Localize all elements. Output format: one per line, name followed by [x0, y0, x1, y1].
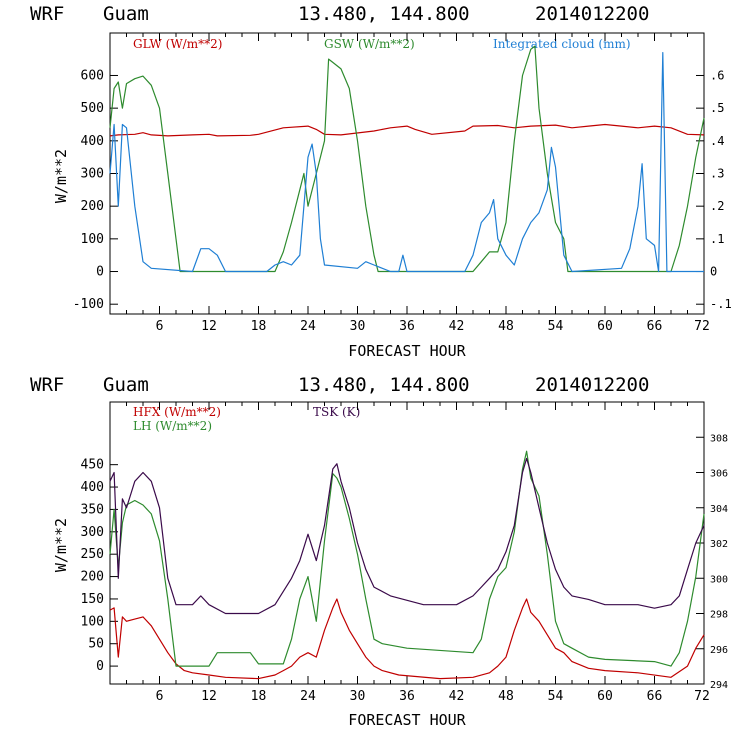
- y-tick-label: 400: [81, 134, 104, 149]
- series-line-lh: [109, 450, 705, 667]
- legend-hfx: HFX (W/m**2): [133, 405, 221, 419]
- y-tick-label: 0: [96, 265, 104, 280]
- x-tick-label: 36: [399, 319, 415, 334]
- x-tick-label: 48: [498, 689, 514, 704]
- y2-tick-label: 0: [710, 265, 717, 279]
- header-init-time: 2014012200: [535, 3, 649, 25]
- header-location: Guam: [103, 374, 149, 396]
- y-tick-label: 500: [81, 101, 104, 116]
- y2-tick-label: 294: [710, 680, 728, 691]
- y-tick-marks: 0 50 100 150 200 250 300 350 400 450 294 296 298 300 3…: [81, 433, 729, 691]
- x-tick-label: 48: [498, 319, 514, 334]
- legend-glw: GLW (W/m**2): [133, 37, 222, 51]
- y2-tick-label: 300: [710, 574, 728, 585]
- header-model: WRF: [30, 3, 64, 25]
- series-line-tsk: [109, 457, 705, 615]
- legend-lh: LH (W/m**2): [133, 419, 212, 433]
- x-tick-label: 36: [399, 689, 415, 704]
- y-tick-label: 300: [81, 525, 104, 540]
- x-tick-label: 24: [300, 689, 316, 704]
- y-tick-label: 300: [81, 167, 104, 182]
- x-tick-label: 72: [694, 689, 710, 704]
- y-tick-label: 200: [81, 570, 104, 585]
- y2-tick-label: .6: [710, 68, 724, 82]
- x-tick-label: 12: [201, 319, 217, 334]
- x-tick-label: 54: [548, 319, 564, 334]
- y2-tick-label: .5: [710, 101, 724, 115]
- y-tick-label: 50: [88, 637, 104, 652]
- y-tick-label: 600: [81, 68, 104, 83]
- header-coords: 13.480, 144.800: [298, 374, 470, 396]
- y-tick-label: 400: [81, 480, 104, 495]
- bottom-panel: WRF Guam 13.480, 144.800 2014012200 W/m*…: [30, 374, 728, 729]
- series-lines: [109, 450, 705, 680]
- y-tick-label: 150: [81, 592, 104, 607]
- y-tick-label: 100: [81, 614, 104, 629]
- x-tick-label: 30: [350, 689, 366, 704]
- y2-tick-label: .4: [710, 134, 724, 148]
- header-model: WRF: [30, 374, 64, 396]
- x-tick-label: 12: [201, 689, 217, 704]
- y2-tick-label: 296: [710, 645, 728, 656]
- x-tick-label: 42: [449, 689, 465, 704]
- x-tick-label: 30: [350, 319, 366, 334]
- y2-tick-label: 306: [710, 469, 728, 480]
- y-axis-label: W/m**2: [52, 518, 70, 572]
- y-tick-label: 450: [81, 458, 104, 473]
- legend-gsw: GSW (W/m**2): [324, 37, 415, 51]
- x-tick-label: 24: [300, 319, 316, 334]
- x-tick-label: 6: [156, 319, 164, 334]
- x-tick-label: 18: [251, 689, 267, 704]
- y2-tick-label: 302: [710, 539, 728, 550]
- x-tick-marks: 6 12 18 24 30 36 42 48 54 60 66 72: [126, 33, 710, 334]
- y-axis-label: W/m**2: [52, 149, 70, 203]
- y-tick-label: 100: [81, 232, 104, 247]
- x-tick-marks: 6 12 18 24 30 36 42 48 54 60 66 72: [126, 402, 710, 704]
- y2-tick-label: 298: [710, 610, 728, 621]
- y2-tick-label: 304: [710, 504, 728, 515]
- series-line-integrated: [109, 51, 704, 273]
- y-tick-label: 0: [96, 659, 104, 674]
- x-tick-label: 60: [597, 689, 613, 704]
- x-axis-label: FORECAST HOUR: [348, 711, 466, 729]
- y2-tick-label: .2: [710, 199, 724, 213]
- x-tick-label: 6: [156, 689, 164, 704]
- header-location: Guam: [103, 3, 149, 25]
- series-lines: [109, 45, 705, 273]
- y2-tick-label: .3: [710, 167, 724, 181]
- x-axis-label: FORECAST HOUR: [348, 342, 466, 360]
- x-tick-label: 42: [449, 319, 465, 334]
- x-tick-label: 66: [647, 689, 663, 704]
- x-tick-label: 72: [694, 319, 710, 334]
- y-tick-label: -100: [73, 297, 104, 312]
- top-panel: WRF Guam 13.480, 144.800 2014012200 W/m*…: [30, 3, 732, 360]
- plot-frame: [109, 401, 705, 685]
- y2-tick-label: .1: [710, 232, 724, 246]
- series-line-hfx: [109, 598, 705, 680]
- x-tick-label: 66: [647, 319, 663, 334]
- legend-integrated-cloud: Integrated cloud (mm): [493, 37, 631, 51]
- legend-tsk: TSK (K): [313, 405, 360, 419]
- header-coords: 13.480, 144.800: [298, 3, 470, 25]
- x-tick-label: 18: [251, 319, 267, 334]
- y2-tick-label: -.1: [710, 297, 732, 311]
- y-tick-label: 200: [81, 199, 104, 214]
- y2-tick-label: 308: [710, 433, 728, 444]
- y-tick-marks: -100 0 100 200 300 400 500 600 -.1 0 .1 .2 .3 .4 .5 .6: [73, 68, 732, 312]
- y-tick-label: 350: [81, 502, 104, 517]
- y-tick-label: 250: [81, 547, 104, 562]
- header-init-time: 2014012200: [535, 374, 649, 396]
- series-line-glw: [109, 123, 705, 137]
- series-line-gsw: [109, 45, 705, 273]
- x-tick-label: 60: [597, 319, 613, 334]
- x-tick-label: 54: [548, 689, 564, 704]
